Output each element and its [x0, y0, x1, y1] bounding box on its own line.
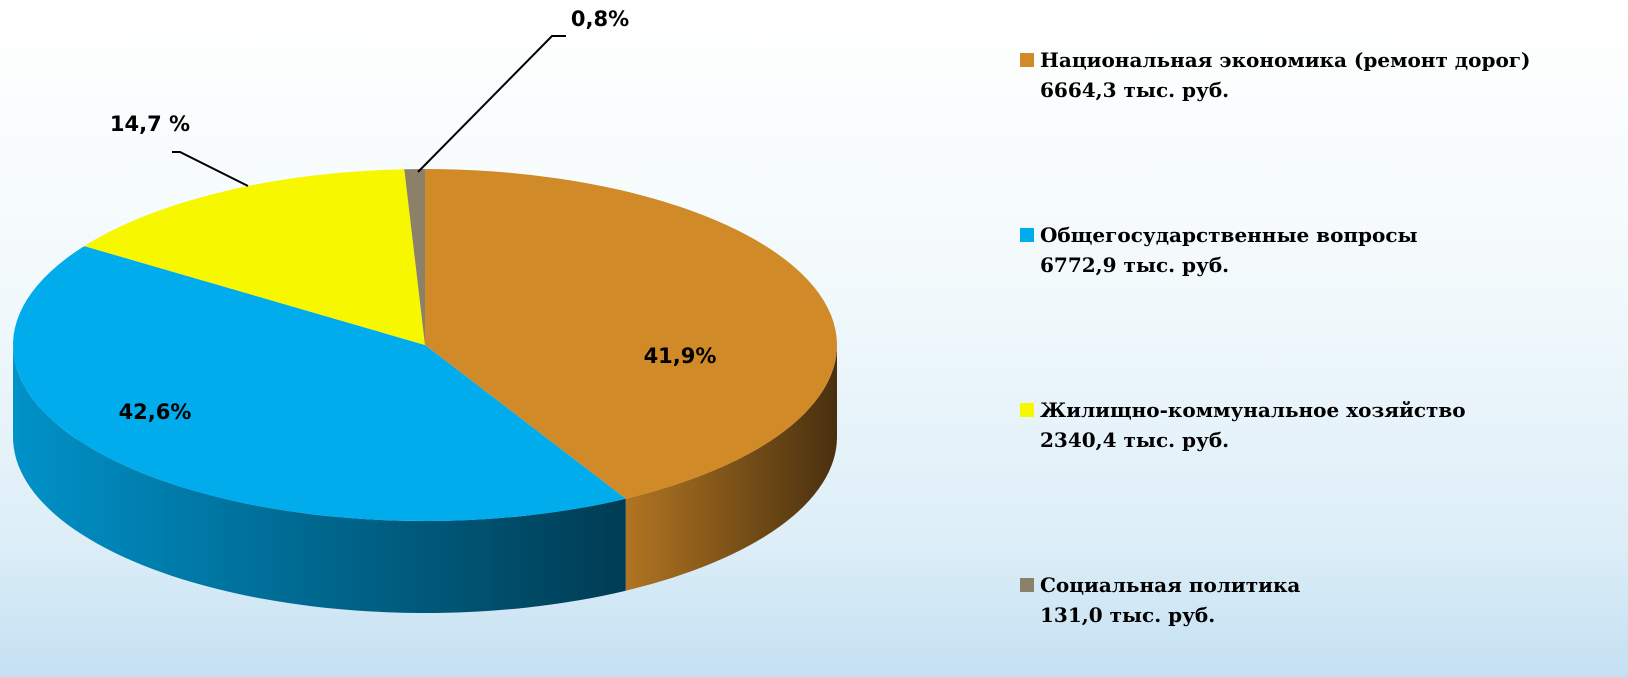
legend-label: Социальная политика	[1040, 573, 1301, 597]
legend-amount: 6772,9 тыс. руб.	[1040, 253, 1230, 277]
leader-line	[172, 151, 249, 187]
data-label: 41,9%	[644, 344, 717, 368]
pie-side	[625, 345, 838, 591]
pie-slice	[84, 169, 426, 345]
legend-label: Общегосударственные вопросы	[1040, 223, 1418, 247]
pie-slice	[12, 246, 626, 522]
pie-slice	[425, 169, 838, 499]
chart: 41,9% 42,6% 14,7 % 0,8%	[12, 7, 838, 613]
legend-label: Жилищно-коммунальное хозяйство	[1040, 398, 1466, 422]
data-label: 42,6%	[119, 400, 192, 424]
legend-amount: 2340,4 тыс. руб.	[1040, 428, 1230, 452]
leader-line	[417, 35, 566, 173]
legend-item: Социальная политика 131,0 тыс. руб.	[1020, 570, 1580, 630]
data-label: 0,8%	[571, 7, 629, 31]
legend-amount: 131,0 тыс. руб.	[1040, 603, 1216, 627]
legend-label: Национальная экономика (ремонт дорог)	[1040, 48, 1531, 72]
pie-slice	[404, 169, 425, 345]
legend-item: Жилищно-коммунальное хозяйство 2340,4 тыс…	[1020, 395, 1580, 455]
pie-side	[13, 345, 626, 613]
legend-swatch	[1020, 578, 1034, 592]
legend-item: Национальная экономика (ремонт дорог) 666…	[1020, 45, 1580, 105]
data-label: 14,7 %	[110, 112, 190, 136]
legend-amount: 6664,3 тыс. руб.	[1040, 78, 1230, 102]
legend-swatch	[1020, 228, 1034, 242]
legend-swatch	[1020, 403, 1034, 417]
legend-item: Общегосударственные вопросы 6772,9 тыс. р…	[1020, 220, 1580, 280]
legend-swatch	[1020, 53, 1034, 67]
